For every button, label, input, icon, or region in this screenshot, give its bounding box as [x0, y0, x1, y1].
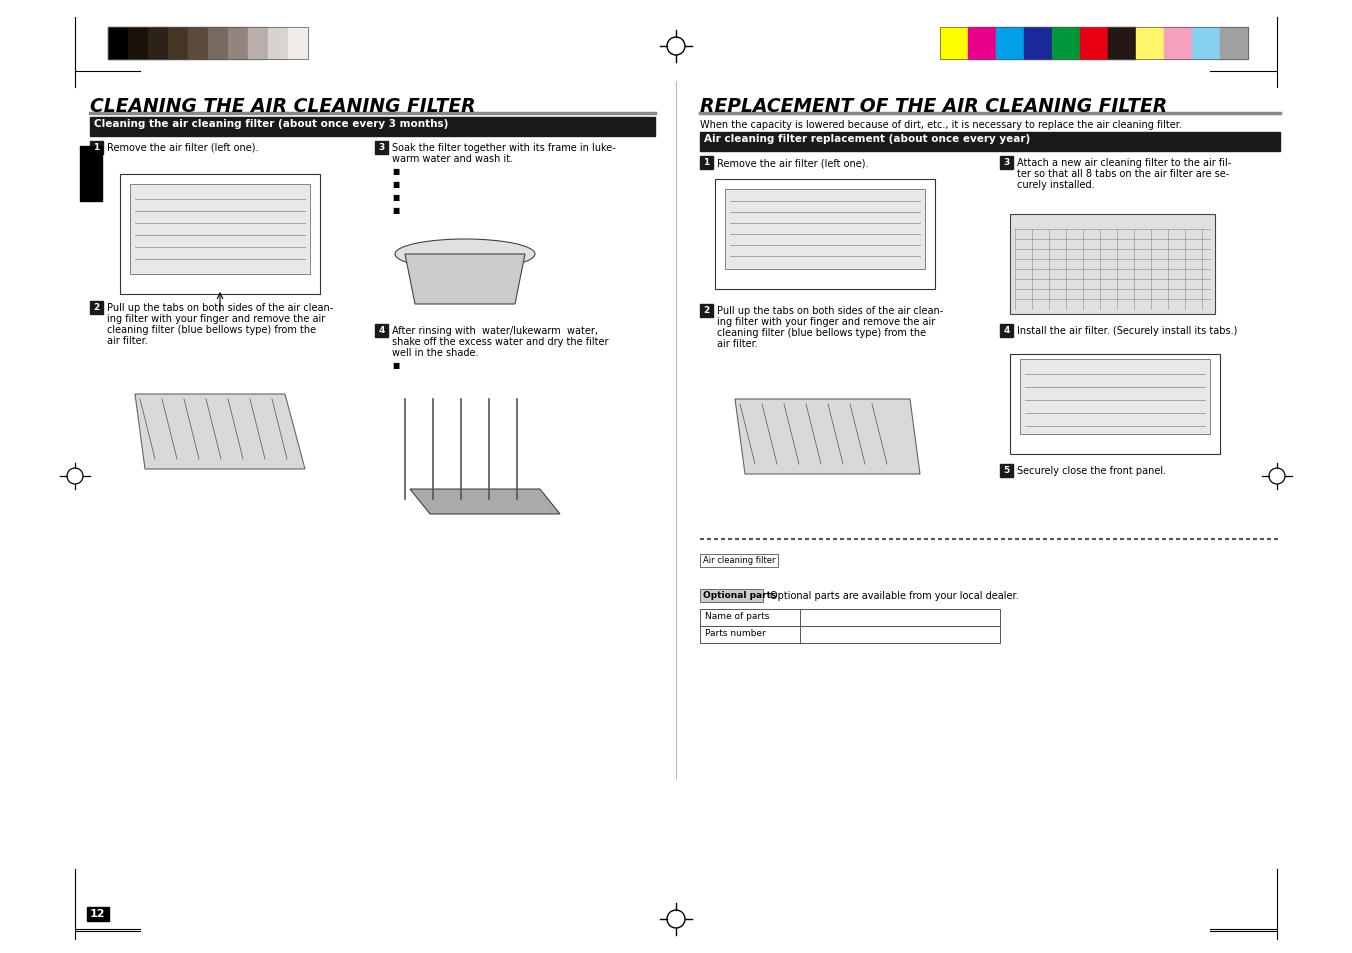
Bar	[715, 180, 936, 290]
Bar	[168, 28, 188, 60]
Bar	[128, 28, 147, 60]
Text: When the capacity is lowered because of dirt, etc., it is necessary to replace t: When the capacity is lowered because of …	[700, 120, 1182, 130]
Polygon shape	[735, 399, 919, 475]
Bar	[700, 609, 1000, 626]
Bar	[1220, 28, 1248, 60]
Bar	[91, 302, 103, 314]
Bar	[147, 28, 168, 60]
Text: ■: ■	[392, 167, 399, 175]
Bar	[996, 28, 1023, 60]
Text: Optional parts are available from your local dealer.: Optional parts are available from your l…	[771, 590, 1018, 600]
Text: Pull up the tabs on both sides of the air clean-: Pull up the tabs on both sides of the ai…	[717, 306, 944, 315]
Text: Cleaning the air cleaning filter (about once every 3 months): Cleaning the air cleaning filter (about …	[95, 119, 449, 129]
Text: 12: 12	[89, 908, 104, 918]
Bar	[1000, 325, 1013, 337]
Text: curely installed.: curely installed.	[1017, 180, 1095, 190]
Bar	[130, 185, 310, 274]
Polygon shape	[406, 254, 525, 305]
Text: 3: 3	[1003, 158, 1010, 167]
Bar	[268, 28, 288, 60]
Bar	[1019, 359, 1210, 435]
Bar	[700, 132, 1280, 152]
Text: shake off the excess water and dry the filter: shake off the excess water and dry the f…	[392, 336, 608, 347]
Text: Parts number: Parts number	[704, 628, 765, 638]
Bar	[91, 142, 103, 154]
Text: ing filter with your finger and remove the air: ing filter with your finger and remove t…	[717, 316, 936, 327]
Text: ter so that all 8 tabs on the air filter are se-: ter so that all 8 tabs on the air filter…	[1017, 169, 1229, 179]
Bar	[700, 589, 763, 602]
Text: ing filter with your finger and remove the air: ing filter with your finger and remove t…	[107, 314, 326, 324]
Text: air filter.: air filter.	[107, 335, 147, 346]
Text: ■: ■	[392, 180, 399, 189]
Text: 3: 3	[379, 143, 384, 152]
Bar	[700, 157, 713, 170]
Bar	[968, 28, 996, 60]
Bar	[1010, 355, 1220, 455]
Text: cleaning filter (blue bellows type) from the: cleaning filter (blue bellows type) from…	[107, 325, 316, 335]
Text: ■: ■	[392, 206, 399, 214]
Bar	[247, 28, 268, 60]
Bar	[91, 118, 654, 137]
Text: well in the shade.: well in the shade.	[392, 348, 479, 357]
Bar	[108, 28, 128, 60]
Bar	[1052, 28, 1080, 60]
Bar	[120, 174, 320, 294]
Bar	[1000, 157, 1013, 170]
Bar	[940, 28, 968, 60]
Bar	[87, 907, 110, 921]
Polygon shape	[135, 395, 306, 470]
Text: 2: 2	[93, 303, 100, 312]
Bar	[1000, 464, 1013, 477]
Bar	[375, 142, 388, 154]
Bar	[1109, 28, 1136, 60]
Polygon shape	[410, 490, 560, 515]
Bar	[80, 147, 101, 202]
Text: Securely close the front panel.: Securely close the front panel.	[1017, 465, 1167, 476]
Text: 4: 4	[1003, 326, 1010, 335]
Text: Name of parts: Name of parts	[704, 612, 769, 620]
Text: warm water and wash it.: warm water and wash it.	[392, 153, 514, 164]
Bar	[1010, 214, 1215, 314]
Text: 1: 1	[703, 158, 710, 167]
Text: 5: 5	[1003, 465, 1010, 475]
Ellipse shape	[395, 240, 535, 270]
Text: ■: ■	[392, 193, 399, 202]
Text: Air cleaning filter replacement (about once every year): Air cleaning filter replacement (about o…	[704, 133, 1030, 144]
Bar	[1192, 28, 1220, 60]
Text: Pull up the tabs on both sides of the air clean-: Pull up the tabs on both sides of the ai…	[107, 303, 333, 313]
Bar	[188, 28, 208, 60]
Bar	[375, 325, 388, 337]
Bar	[288, 28, 308, 60]
Bar	[940, 28, 1248, 60]
Text: 4: 4	[379, 326, 385, 335]
Text: cleaning filter (blue bellows type) from the: cleaning filter (blue bellows type) from…	[717, 328, 926, 337]
Text: 2: 2	[703, 306, 710, 314]
Text: REPLACEMENT OF THE AIR CLEANING FILTER: REPLACEMENT OF THE AIR CLEANING FILTER	[700, 97, 1167, 116]
Text: Remove the air filter (left one).: Remove the air filter (left one).	[107, 143, 258, 152]
Bar	[1136, 28, 1164, 60]
Bar	[108, 28, 308, 60]
Text: 1: 1	[93, 143, 100, 152]
Text: ■: ■	[392, 360, 399, 370]
Bar	[228, 28, 247, 60]
Bar	[725, 190, 925, 270]
Bar	[700, 626, 1000, 643]
Bar	[208, 28, 228, 60]
Text: Optional parts: Optional parts	[703, 590, 776, 599]
Bar	[700, 305, 713, 317]
Bar	[1164, 28, 1192, 60]
Text: Air cleaning filter: Air cleaning filter	[703, 556, 776, 564]
Bar	[1023, 28, 1052, 60]
Bar	[700, 555, 777, 567]
Text: air filter.: air filter.	[717, 338, 757, 349]
Text: Install the air filter. (Securely install its tabs.): Install the air filter. (Securely instal…	[1017, 326, 1237, 335]
Text: After rinsing with  water/lukewarm  water,: After rinsing with water/lukewarm water,	[392, 326, 598, 335]
Text: Remove the air filter (left one).: Remove the air filter (left one).	[717, 158, 868, 168]
Bar	[1080, 28, 1109, 60]
Text: CLEANING THE AIR CLEANING FILTER: CLEANING THE AIR CLEANING FILTER	[91, 97, 476, 116]
Text: Attach a new air cleaning filter to the air fil-: Attach a new air cleaning filter to the …	[1017, 158, 1232, 168]
Text: Soak the filter together with its frame in luke-: Soak the filter together with its frame …	[392, 143, 615, 152]
